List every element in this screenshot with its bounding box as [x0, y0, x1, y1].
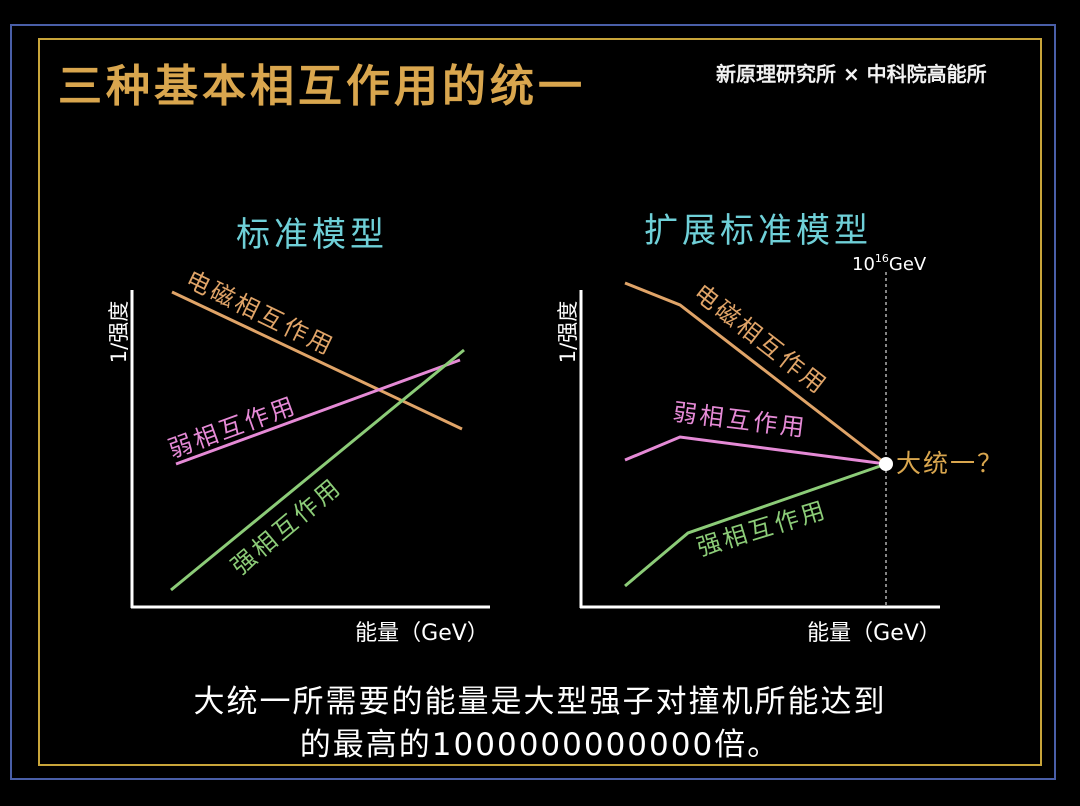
caption-line-1: 大统一所需要的能量是大型强子对撞机所能达到 [193, 684, 887, 720]
right-weak-line [624, 435, 887, 466]
right-panel: 扩展标准模型 1/强度 能量（GeV） 1016GeV 大统一？ 电磁相互作用 … [556, 211, 1004, 646]
right-weak-label: 弱相互作用 [671, 398, 808, 442]
inner-frame [38, 38, 1042, 766]
energy-mark-label: 1016GeV [852, 252, 927, 275]
page-title: 三种基本相互作用的统一 [58, 61, 586, 112]
unification-label: 大统一？ [896, 449, 1004, 478]
left-panel: 标准模型 1/强度 能量（GeV） 电磁相互作用 弱相互作用 强相互作用 [107, 215, 490, 646]
left-panel-heading: 标准模型 [236, 215, 388, 255]
right-strong-line [624, 462, 887, 588]
unification-point [879, 457, 893, 471]
left-strong-label: 强相互作用 [226, 472, 347, 580]
left-strong-line [170, 348, 465, 592]
right-panel-heading: 扩展标准模型 [644, 211, 872, 251]
caption-line-2: 的最高的1000000000000倍。 [299, 727, 781, 763]
left-weak-label: 弱相互作用 [164, 391, 300, 463]
left-x-axis-label: 能量（GeV） [355, 621, 489, 646]
left-em-line [171, 290, 463, 431]
outer-frame [10, 24, 1056, 780]
right-x-axis-label: 能量（GeV） [807, 621, 941, 646]
right-em-label: 电磁相互作用 [688, 279, 833, 401]
source-credit: 新原理研究所 × 中科院高能所 [716, 62, 987, 86]
right-em-line [624, 281, 887, 466]
left-weak-line [175, 358, 461, 466]
left-y-axis-label: 1/强度 [107, 301, 131, 363]
right-strong-label: 强相互作用 [694, 495, 831, 561]
right-y-axis-label: 1/强度 [556, 301, 580, 363]
left-em-label: 电磁相互作用 [181, 265, 339, 361]
